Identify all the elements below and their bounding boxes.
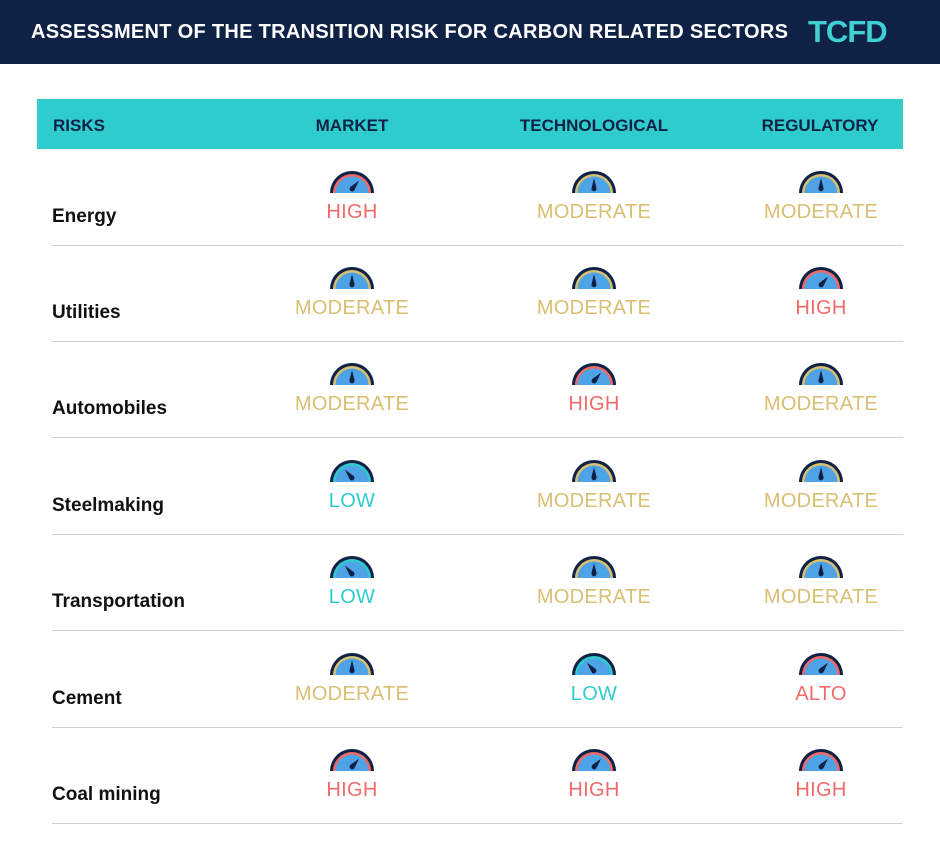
gauge-icon	[330, 653, 374, 675]
risk-cell: HIGH	[514, 361, 674, 416]
table-row: Coal mining HIGH HIGH	[52, 727, 903, 824]
table-row: Utilities MODERATE MODERATE	[52, 245, 903, 342]
risk-level: ALTO	[795, 683, 847, 705]
table-row: Energy HIGH MODERATE M	[52, 149, 903, 246]
risk-level: MODERATE	[536, 586, 652, 608]
column-header-regulatory: REGULATORY	[761, 116, 879, 135]
risk-cell: MODERATE	[514, 169, 674, 224]
risk-level: LOW	[328, 586, 376, 608]
gauge-icon	[799, 460, 843, 482]
gauge-icon	[572, 556, 616, 578]
table-row: Cement MODERATE LOW AL	[52, 631, 903, 728]
risk-level: HIGH	[326, 201, 378, 223]
gauge-icon	[799, 556, 843, 578]
risk-cell: MODERATE	[272, 265, 432, 320]
risk-level: HIGH	[326, 779, 378, 801]
gauge-icon	[799, 749, 843, 771]
sector-label: Energy	[52, 206, 117, 227]
risk-cell: LOW	[272, 554, 432, 609]
table-header: RISKS MARKET TECHNOLOGICAL REGULATORY	[37, 99, 903, 149]
sector-label: Automobiles	[52, 398, 168, 419]
risk-cell: MODERATE	[514, 554, 674, 609]
sector-label: Transportation	[52, 591, 186, 612]
risk-level: MODERATE	[536, 490, 652, 512]
gauge-icon	[572, 653, 616, 675]
sector-label: Cement	[52, 688, 122, 709]
sector-label: Coal mining	[52, 784, 161, 805]
risk-level: MODERATE	[294, 683, 410, 705]
risk-level: MODERATE	[763, 393, 879, 415]
gauge-icon	[572, 267, 616, 289]
gauge-icon	[799, 653, 843, 675]
gauge-icon	[572, 171, 616, 193]
risk-cell: MODERATE	[741, 361, 901, 416]
tcfd-logo: TCFD	[808, 14, 888, 49]
page-title: ASSESSMENT OF THE TRANSITION RISK FOR CA…	[31, 21, 789, 43]
risk-cell: MODERATE	[741, 554, 901, 609]
table-row: Automobiles MODERATE HIGH	[52, 341, 903, 438]
gauge-icon	[799, 267, 843, 289]
risk-level: LOW	[570, 683, 618, 705]
risk-cell: ALTO	[741, 651, 901, 706]
sector-label: Utilities	[52, 302, 121, 323]
title-bar: ASSESSMENT OF THE TRANSITION RISK FOR CA…	[0, 0, 940, 64]
gauge-icon	[572, 363, 616, 385]
table-row: Steelmaking LOW MODERATE	[52, 438, 903, 535]
risk-level: MODERATE	[294, 297, 410, 319]
risk-level: HIGH	[795, 779, 847, 801]
risk-level: HIGH	[568, 393, 620, 415]
risk-cell: LOW	[272, 458, 432, 513]
column-header-technological: TECHNOLOGICAL	[519, 116, 669, 135]
gauge-icon	[572, 460, 616, 482]
risk-cell: MODERATE	[272, 361, 432, 416]
risk-level: MODERATE	[763, 490, 879, 512]
risk-level: MODERATE	[294, 393, 410, 415]
risk-cell: HIGH	[514, 747, 674, 802]
table-row: Transportation LOW MODERATE	[52, 534, 903, 631]
risk-level: MODERATE	[536, 297, 652, 319]
risk-cell: LOW	[514, 651, 674, 706]
risk-cell: HIGH	[741, 265, 901, 320]
risk-cell: HIGH	[272, 169, 432, 224]
risk-cell: MODERATE	[272, 651, 432, 706]
column-header-risks: RISKS	[53, 116, 105, 135]
sector-label: Steelmaking	[52, 495, 164, 516]
risk-level: HIGH	[568, 779, 620, 801]
risk-level: HIGH	[795, 297, 847, 319]
risk-cell: HIGH	[272, 747, 432, 802]
risk-level: MODERATE	[536, 201, 652, 223]
gauge-icon	[330, 171, 374, 193]
risk-level: MODERATE	[763, 586, 879, 608]
risk-cell: HIGH	[741, 747, 901, 802]
gauge-icon	[330, 267, 374, 289]
gauge-icon	[572, 749, 616, 771]
risk-cell: MODERATE	[741, 458, 901, 513]
gauge-icon	[330, 363, 374, 385]
risk-level: LOW	[328, 490, 376, 512]
risk-cell: MODERATE	[514, 265, 674, 320]
gauge-icon	[330, 556, 374, 578]
gauge-icon	[799, 171, 843, 193]
gauge-icon	[799, 363, 843, 385]
gauge-icon	[330, 460, 374, 482]
risk-cell: MODERATE	[741, 169, 901, 224]
gauge-icon	[330, 749, 374, 771]
risk-cell: MODERATE	[514, 458, 674, 513]
risk-level: MODERATE	[763, 201, 879, 223]
column-header-market: MARKET	[315, 116, 389, 135]
